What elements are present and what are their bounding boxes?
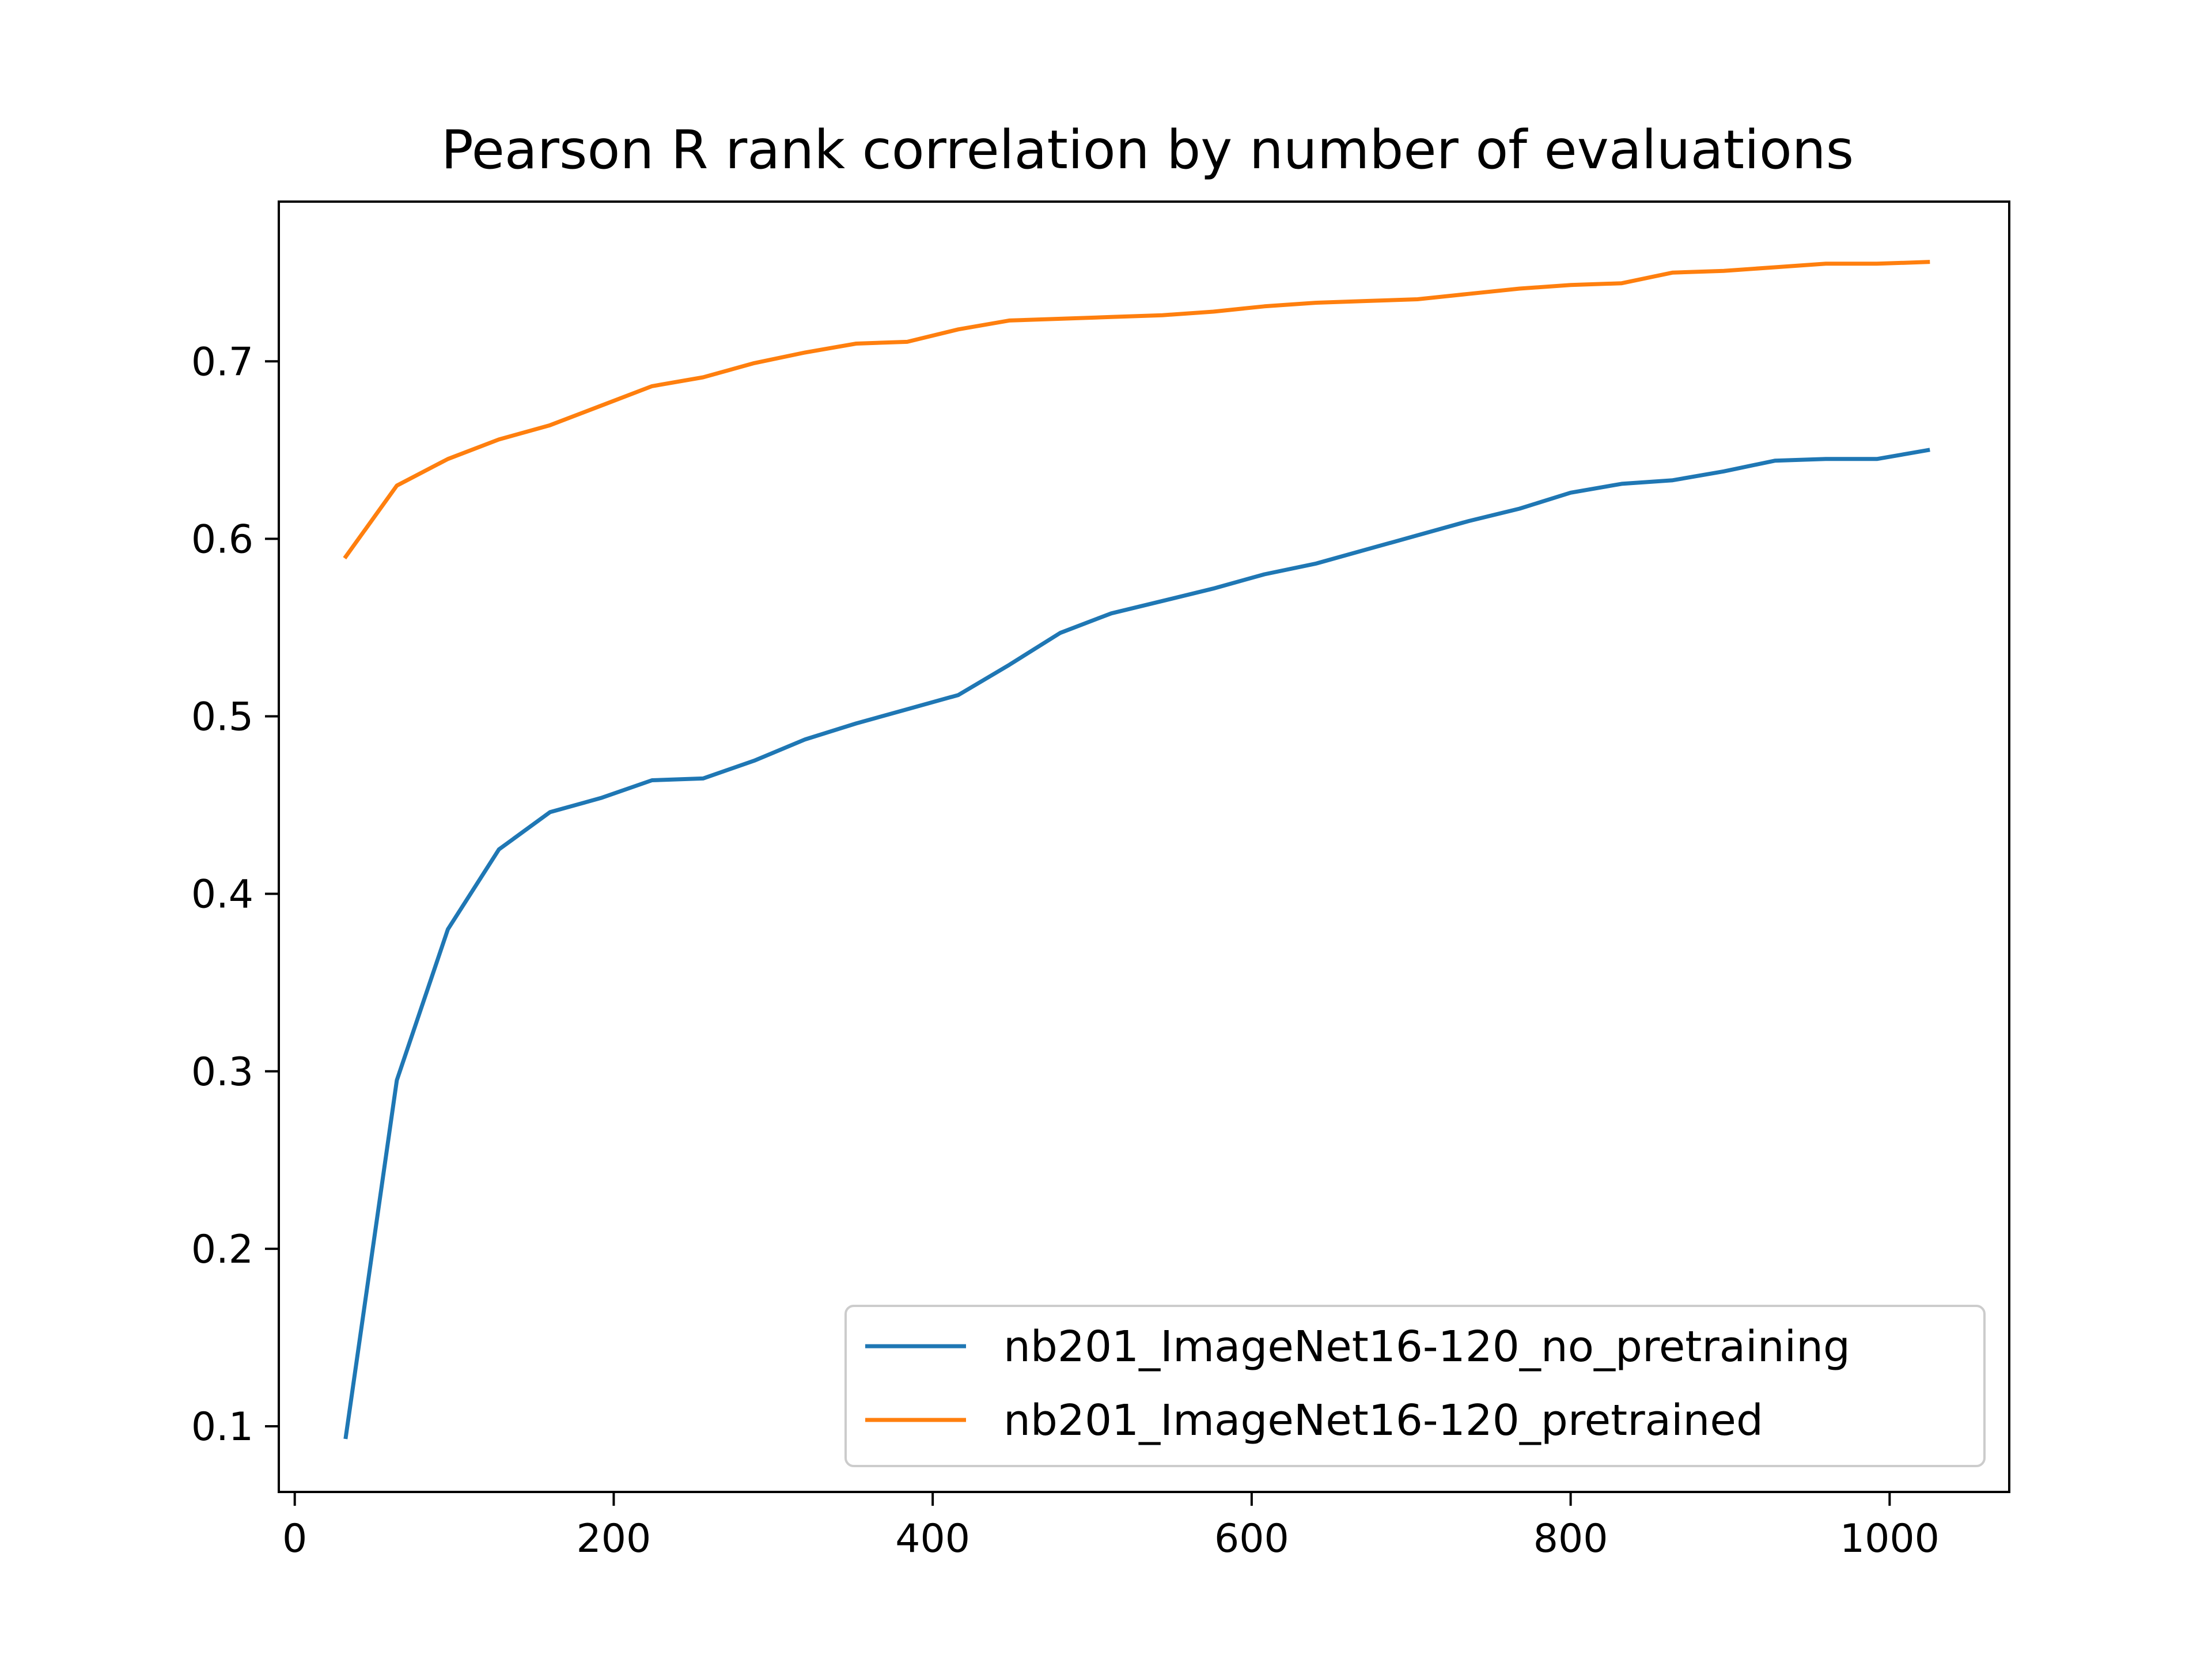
legend-box [844, 1305, 1986, 1467]
x-tick-label: 600 [1214, 1516, 1289, 1562]
y-tick-label: 0.6 [191, 517, 253, 562]
y-tick-label: 0.5 [191, 695, 253, 740]
x-tick-label: 1000 [1840, 1516, 1940, 1562]
x-tick-label: 0 [282, 1516, 307, 1562]
x-tick-label: 400 [895, 1516, 970, 1562]
legend-label-no-pretraining: nb201_ImageNet16-120_no_pretraining [1003, 1322, 1850, 1372]
y-tick-label: 0.2 [191, 1227, 253, 1272]
series-layer [343, 260, 1930, 1440]
series-line-no-pretraining [343, 448, 1930, 1440]
plot-area-frame [278, 200, 2010, 1493]
legend-label-pretrained: nb201_ImageNet16-120_pretrained [1003, 1396, 1763, 1445]
chart-title: Pearson R rank correlation by number of … [441, 119, 1854, 181]
y-tick-label: 0.4 [191, 872, 253, 918]
legend: nb201_ImageNet16-120_no_pretraining nb20… [844, 1305, 1986, 1467]
x-tick-label: 800 [1533, 1516, 1608, 1562]
x-tick-label: 200 [577, 1516, 652, 1562]
y-axis: 0.1 0.2 0.3 0.4 0.5 0.6 0.7 [191, 339, 279, 1450]
y-tick-label: 0.7 [191, 339, 253, 385]
series-line-pretrained [343, 260, 1930, 560]
x-axis: 0 200 400 600 800 1000 [282, 1492, 1940, 1562]
y-tick-label: 0.1 [191, 1404, 253, 1450]
y-tick-label: 0.3 [191, 1050, 253, 1095]
